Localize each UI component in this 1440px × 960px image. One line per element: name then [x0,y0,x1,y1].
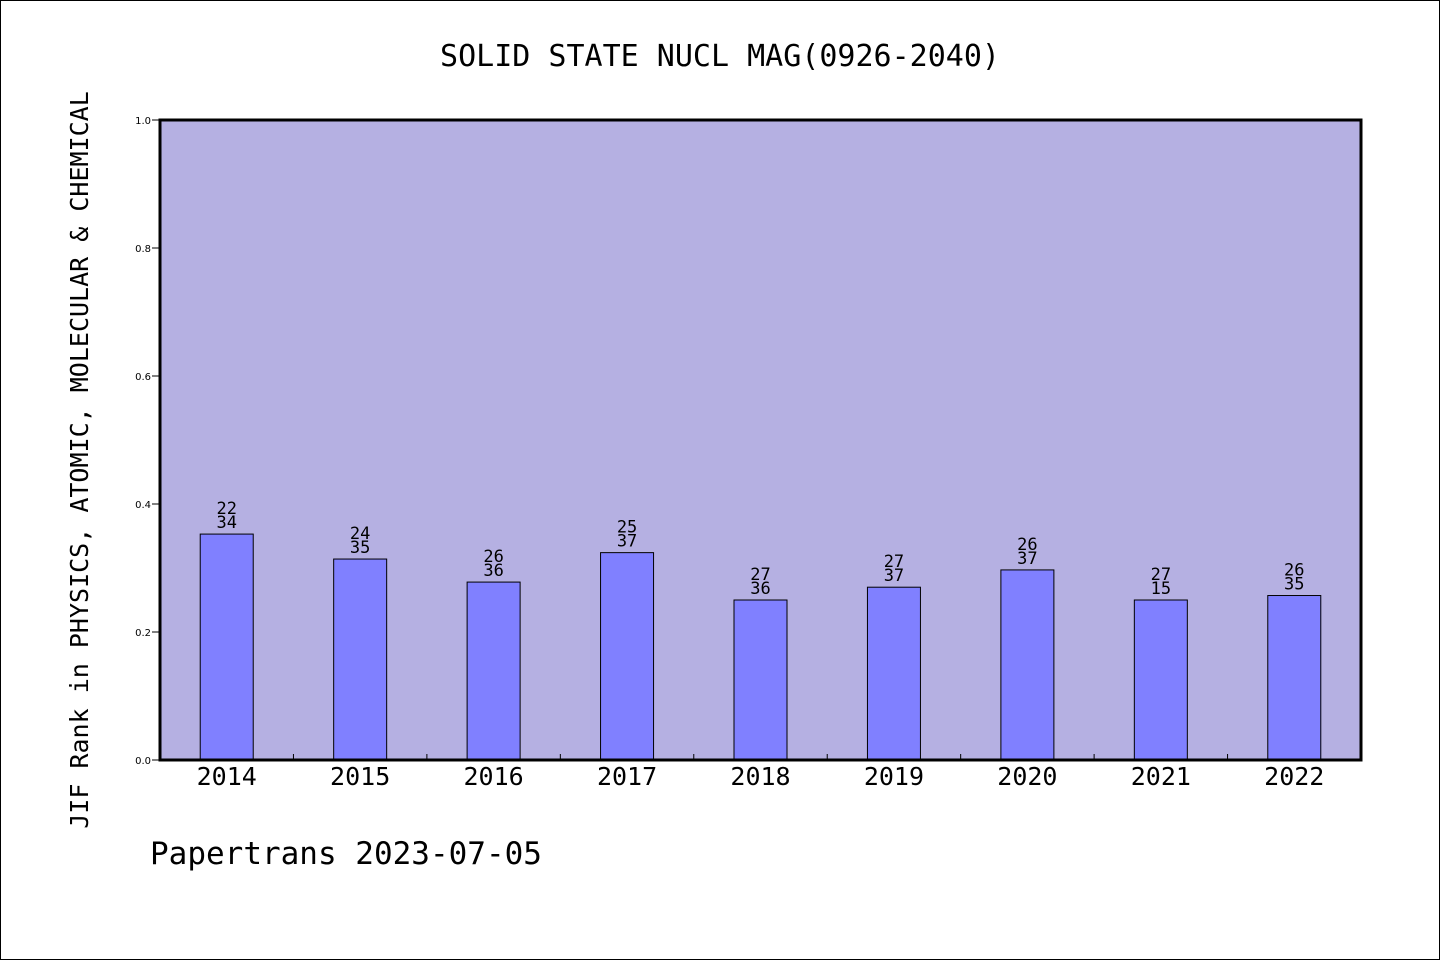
bar-label-total: 34 [216,513,236,533]
bar-label-rank: 26 [483,547,503,567]
bar-label-rank: 27 [1151,565,1171,585]
x-tick-label: 2018 [730,762,790,791]
bar-label-total: 36 [750,579,770,599]
bar-label-total: 35 [1284,575,1304,595]
bar-label-total: 37 [1017,549,1037,569]
x-tick-label: 2016 [464,762,524,791]
bar-label-total: 37 [884,566,904,586]
x-tick-label: 2021 [1131,762,1191,791]
bar-label-total: 37 [617,532,637,552]
bar-2020 [1000,569,1055,761]
bar-label-rank: 26 [1017,535,1037,555]
chart-title: SOLID STATE NUCL MAG(0926-2040) [440,39,1000,74]
bar-label-total: 15 [1151,579,1171,599]
x-tick-label: 2017 [597,762,657,791]
bar-label-rank: 24 [350,524,370,544]
bar-2016 [466,581,521,761]
bar-label-rank: 25 [617,518,637,538]
y-tick-label: 0.8 [135,244,151,255]
bar-2019 [866,586,921,761]
plot-border [158,118,1363,762]
x-tick-label: 2014 [197,762,257,791]
x-tick-label: 2019 [864,762,924,791]
bar-2015 [333,558,388,761]
x-tick-label: 2015 [330,762,390,791]
axis-layer: 2014 2015 2016 2017 2018 2019 2020 2021 2022 0.0 0… [135,116,1324,791]
y-tick-label: 0.4 [135,500,151,511]
y-tick-label: 0.0 [135,756,151,767]
y-tick-label: 1.0 [135,116,151,127]
bar-2017 [600,552,655,761]
bar-2014 [199,533,254,761]
bar-2022 [1267,595,1322,761]
y-tick-label: 0.2 [135,628,151,639]
y-axis-label: JIF Rank in PHYSICS, ATOMIC, MOLECULAR &… [65,91,94,829]
y-tick-label: 0.6 [135,372,151,383]
bar-label-rank: 27 [750,565,770,585]
bar-label-rank: 22 [216,499,236,519]
footer-text: Papertrans 2023-07-05 [150,836,542,872]
bar-2021 [1133,599,1188,761]
x-tick-label: 2020 [997,762,1057,791]
bar-2018 [733,599,788,761]
x-tick-label: 2022 [1264,762,1324,791]
bar-label-rank: 26 [1284,561,1304,581]
bar-label-rank: 27 [884,552,904,572]
bar-label-total: 36 [483,561,503,581]
bar-label-total: 35 [350,538,370,558]
